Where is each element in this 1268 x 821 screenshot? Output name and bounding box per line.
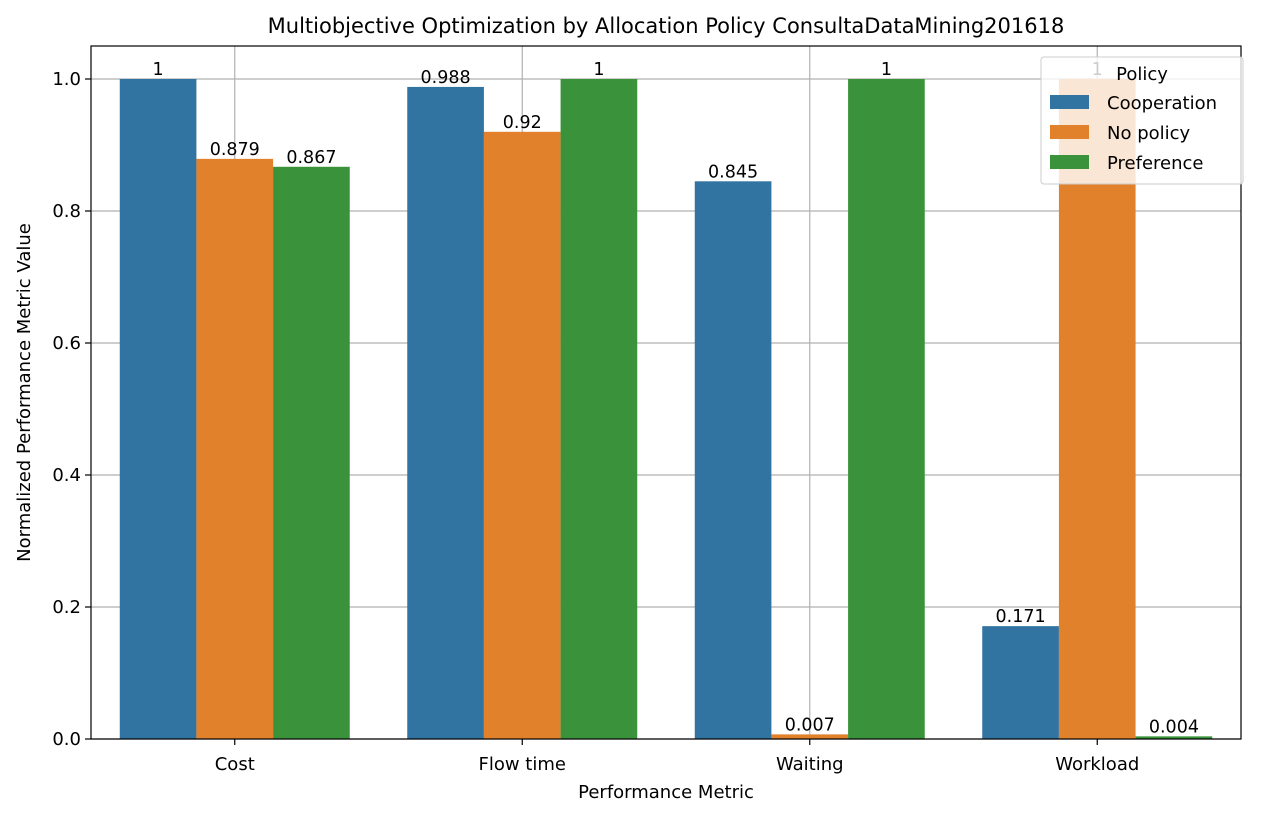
bar: [771, 734, 849, 739]
plot-frame: [90, 45, 1242, 740]
bar: [483, 131, 561, 740]
bar: [1135, 736, 1213, 739]
x-tick-label: Waiting: [776, 754, 844, 775]
data-label: 0.867: [286, 148, 336, 168]
data-label: 1: [593, 60, 604, 80]
bar: [1058, 79, 1136, 739]
axis-ticks: 0.0 0.2 0.4 0.6 0.8 1.0 Cost Flow time Waiting Wo…: [52, 69, 1139, 775]
x-tick-label: Flow time: [479, 754, 566, 775]
bar: [273, 166, 350, 739]
legend-swatch: [1050, 95, 1089, 109]
bar: [848, 79, 925, 739]
y-tick-label: 0.0: [52, 729, 81, 750]
y-tick-label: 0.8: [52, 201, 81, 222]
y-tick-label: 0.6: [52, 333, 81, 354]
legend-label: Preference: [1107, 153, 1204, 174]
data-label: 0.988: [421, 68, 471, 88]
bar: [196, 158, 274, 740]
legend-box: [1040, 56, 1244, 185]
legend-label: No policy: [1107, 123, 1191, 144]
y-axis-label: Normalized Performance Metric Value: [14, 223, 35, 562]
bar: [407, 86, 484, 740]
chart-title: Multiobjective Optimization by Allocatio…: [268, 14, 1065, 38]
bars: [119, 79, 1213, 740]
bar: [694, 181, 772, 740]
legend-swatch: [1050, 125, 1089, 139]
bar: [119, 79, 197, 739]
x-tick-label: Cost: [215, 754, 255, 775]
x-axis-label: Performance Metric: [578, 782, 754, 803]
y-tick-label: 0.2: [52, 597, 81, 618]
data-label: 1: [153, 60, 164, 80]
legend-swatch: [1050, 155, 1089, 169]
data-label: 0.879: [210, 140, 260, 160]
data-label: 0.171: [996, 607, 1046, 627]
data-label: 0.007: [785, 715, 835, 735]
y-tick-label: 1.0: [52, 69, 81, 90]
x-tick-label: Workload: [1055, 754, 1139, 775]
legend-items: Cooperation No policy Preference: [1050, 93, 1217, 174]
bar: [982, 626, 1059, 739]
data-label: 1: [881, 60, 892, 80]
data-label: 0.004: [1149, 717, 1199, 737]
legend-label: Cooperation: [1107, 93, 1217, 114]
data-labels: 10.9880.8450.1710.8790.920.00710.867110.…: [153, 60, 1199, 737]
legend-title: Policy: [1116, 64, 1168, 85]
data-label: 0.92: [503, 113, 542, 133]
data-label: 0.845: [708, 162, 758, 182]
legend: Policy Cooperation No policy Preference: [1040, 56, 1244, 185]
y-tick-label: 0.4: [52, 465, 81, 486]
bar: [560, 79, 638, 739]
